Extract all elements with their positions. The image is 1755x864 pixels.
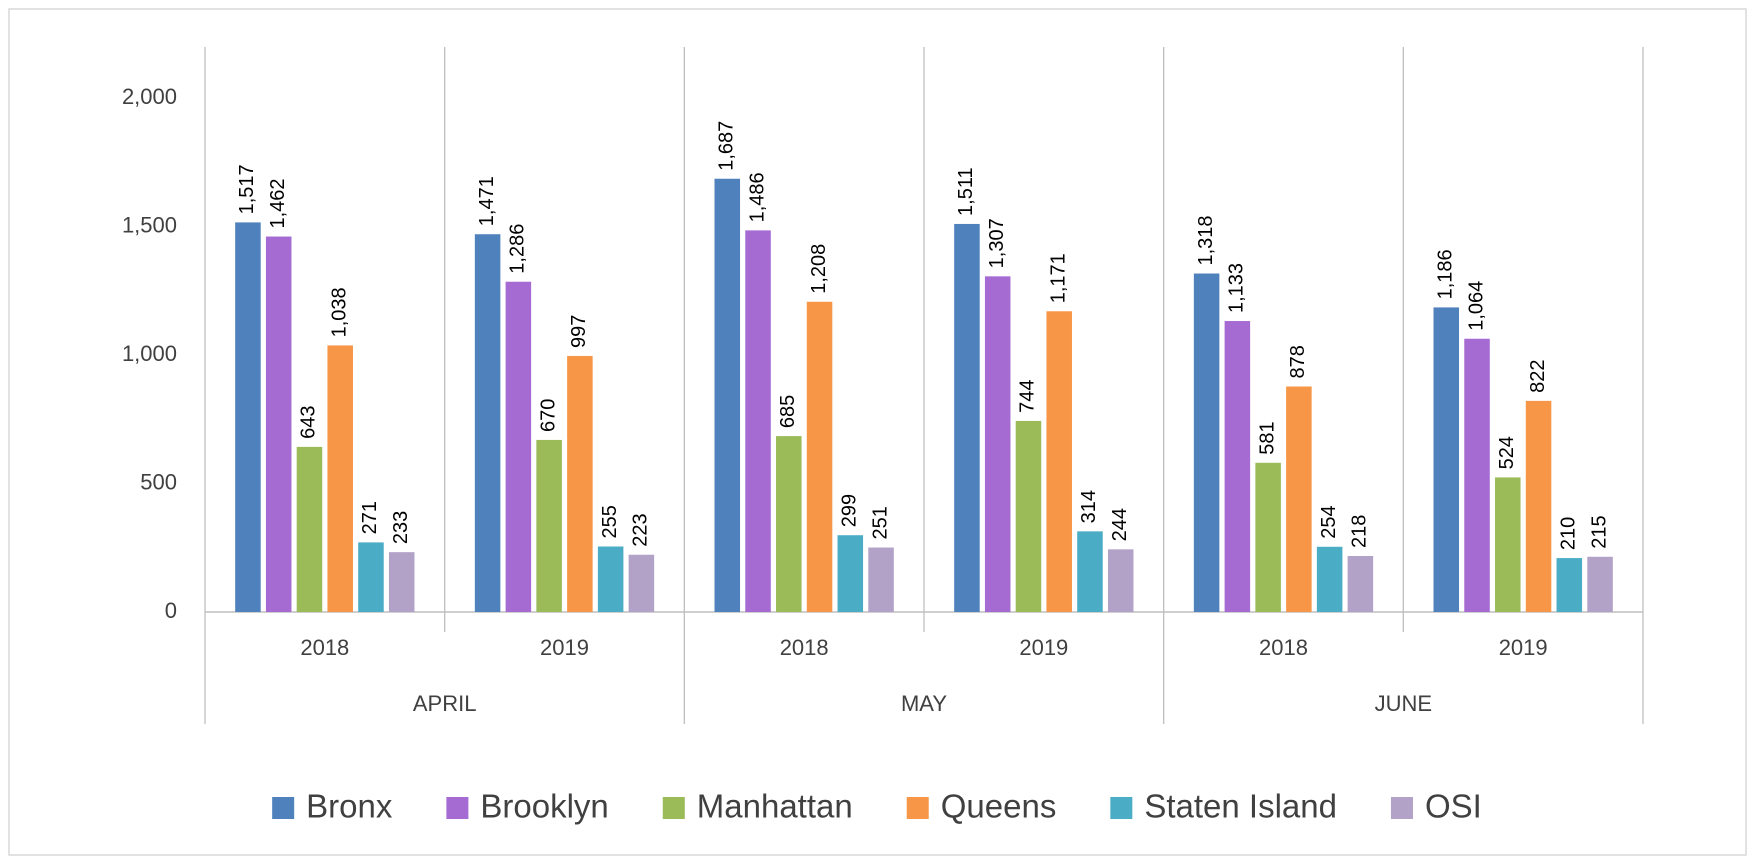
data-label: 255: [599, 505, 621, 538]
data-label: 215: [1588, 515, 1610, 548]
x-tick-label: 2018: [300, 635, 349, 660]
data-label: 314: [1078, 490, 1100, 523]
data-label: 581: [1256, 421, 1278, 454]
bar: [1107, 549, 1134, 612]
data-label: 1,511: [955, 167, 977, 216]
x-tick-label: 2019: [1499, 635, 1548, 660]
bar: [358, 542, 384, 612]
bar: [1286, 386, 1312, 612]
data-label: 670: [537, 399, 559, 432]
bar: [776, 436, 802, 612]
data-label: 685: [777, 395, 799, 428]
bar: [296, 446, 323, 612]
data-label: 233: [390, 511, 412, 544]
bar: [1046, 311, 1072, 612]
legend-label: OSI: [1425, 788, 1482, 825]
group-label: JUNE: [1375, 691, 1432, 716]
data-label: 1,486: [746, 172, 768, 222]
bar: [567, 355, 593, 612]
data-label: 271: [359, 501, 381, 534]
data-label: 1,286: [507, 224, 529, 274]
bar: [1587, 556, 1613, 612]
y-tick-label: 0: [165, 598, 177, 623]
bar: [1347, 556, 1374, 612]
bar: [1433, 307, 1460, 612]
bar: [474, 234, 501, 612]
data-label: 643: [298, 405, 320, 438]
y-tick-label: 2,000: [122, 84, 177, 109]
group-label: MAY: [901, 691, 947, 716]
legend-swatch: [272, 797, 295, 819]
data-label: 210: [1558, 517, 1580, 550]
data-label: 1,687: [716, 121, 738, 171]
legend-swatch: [906, 797, 929, 819]
data-label: 244: [1109, 508, 1131, 541]
legend-label: Queens: [941, 788, 1057, 825]
data-label: 218: [1349, 515, 1371, 548]
data-label: 1,133: [1226, 263, 1248, 313]
data-label: 1,038: [328, 287, 350, 337]
bar: [868, 547, 894, 612]
bar: [1015, 420, 1042, 612]
bar: [1495, 477, 1521, 612]
data-label: 1,471: [476, 176, 498, 226]
legend-swatch: [1390, 797, 1413, 819]
legend-swatch: [446, 797, 469, 819]
bar: [265, 236, 292, 613]
data-label: 254: [1318, 505, 1340, 538]
bar: [1525, 400, 1552, 612]
x-tick-label: 2019: [1019, 635, 1068, 660]
bar: [1255, 462, 1281, 612]
bar: [745, 230, 771, 613]
data-label: 524: [1496, 436, 1518, 469]
group-label: APRIL: [413, 691, 477, 716]
y-tick-label: 1,500: [122, 213, 177, 238]
bar: [714, 178, 741, 612]
bar: [1077, 531, 1103, 612]
data-label: 299: [839, 494, 861, 527]
bar: [235, 222, 261, 613]
data-label: 822: [1527, 360, 1549, 393]
legend-label: Brooklyn: [480, 788, 608, 825]
data-label: 1,064: [1465, 281, 1487, 331]
bar: [806, 301, 833, 612]
bar: [505, 281, 532, 612]
y-tick-label: 500: [140, 469, 177, 494]
x-tick-label: 2018: [780, 635, 829, 660]
legend-swatch: [662, 797, 685, 819]
legend-swatch: [1110, 797, 1133, 819]
bar: [1464, 338, 1490, 612]
y-tick-label: 1,000: [122, 341, 177, 366]
bar: [597, 546, 624, 612]
data-label: 1,462: [267, 178, 289, 228]
bar: [1556, 558, 1583, 612]
data-label: 744: [1017, 380, 1039, 413]
bar: [837, 535, 864, 612]
data-label: 997: [568, 315, 590, 348]
bar: [1193, 273, 1220, 612]
data-label: 1,517: [236, 164, 258, 214]
data-label: 251: [869, 506, 891, 539]
data-label: 223: [630, 513, 652, 546]
bar: [984, 276, 1011, 612]
data-label: 878: [1287, 345, 1309, 378]
data-label: 1,186: [1435, 249, 1457, 299]
data-label: 1,171: [1047, 253, 1069, 303]
bar: [628, 554, 655, 612]
data-label: 1,307: [986, 218, 1008, 268]
bar: [388, 552, 415, 612]
legend-label: Manhattan: [697, 788, 853, 825]
bar: [536, 439, 562, 612]
bar: [954, 223, 980, 612]
data-label: 1,208: [808, 244, 830, 294]
bar: [327, 345, 353, 612]
legend-label: Staten Island: [1144, 788, 1337, 825]
x-tick-label: 2019: [540, 635, 589, 660]
legend-label: Bronx: [306, 788, 393, 825]
data-label: 1,318: [1195, 215, 1217, 265]
bar: [1316, 546, 1343, 612]
bar: [1224, 321, 1251, 612]
x-tick-label: 2018: [1259, 635, 1308, 660]
